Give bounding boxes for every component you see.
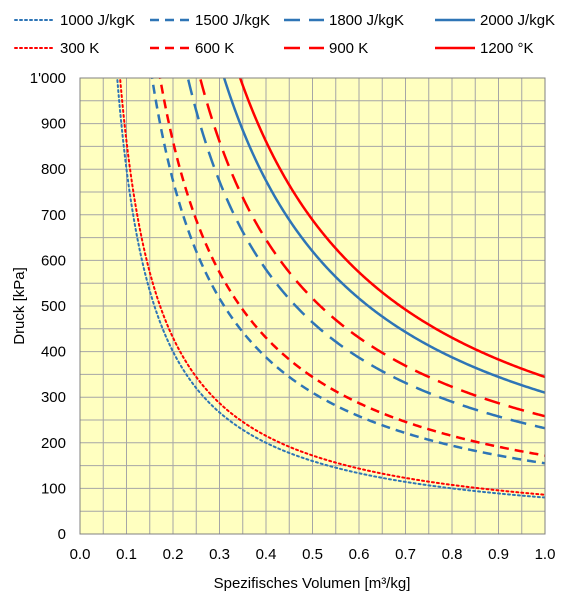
x-tick-label: 0.1 [116, 546, 137, 563]
y-tick-label: 600 [41, 252, 66, 269]
x-tick-label: 0.5 [302, 546, 323, 563]
x-tick-label: 0.0 [70, 546, 91, 563]
x-tick-label: 0.6 [349, 546, 370, 563]
legend-entry: 1000 J/kgK [14, 12, 135, 29]
y-tick-labels: 0 100 200 300 400 500 600 700 800 900 1'000 [30, 70, 66, 543]
y-tick-label: 300 [41, 389, 66, 406]
legend-label: 1800 J/kgK [329, 12, 404, 29]
y-tick-label: 1'000 [30, 70, 66, 87]
legend-entry: 1200 °K [435, 40, 534, 57]
legend-label: 1000 J/kgK [60, 12, 135, 29]
y-tick-label: 800 [41, 161, 66, 178]
x-tick-label: 0.8 [442, 546, 463, 563]
legend-label: 1200 °K [480, 40, 534, 57]
series-line-4 [119, 78, 545, 496]
legend-label: 300 K [60, 40, 99, 57]
legend-entry: 300 K [14, 40, 99, 57]
series-line-1 [150, 78, 545, 465]
series-line-5 [158, 78, 545, 457]
plot-frame [79, 77, 546, 535]
series-line-7 [238, 78, 545, 379]
y-axis-label: Druck [kPa] [11, 267, 28, 345]
series-line-0 [116, 78, 545, 499]
series-layer [116, 78, 545, 499]
y-tick-label: 0 [58, 526, 66, 543]
x-tick-label: 0.9 [488, 546, 509, 563]
x-tick-label: 0.4 [256, 546, 277, 563]
legend-entry: 1800 J/kgK [284, 12, 404, 29]
x-axis-label: Spezifisches Volumen [m³/kg] [214, 575, 411, 592]
series-line-6 [198, 78, 545, 418]
series-line-2 [186, 78, 545, 430]
legend-label: 1500 J/kgK [195, 12, 270, 29]
x-tick-label: 0.3 [209, 546, 230, 563]
legend-entry: 2000 J/kgK [435, 12, 555, 29]
y-tick-label: 700 [41, 207, 66, 224]
legend-label: 2000 J/kgK [480, 12, 555, 29]
grid [79, 77, 546, 535]
legend-label: 600 K [195, 40, 234, 57]
x-tick-labels: 0.0 0.1 0.2 0.3 0.4 0.5 0.6 0.7 0.8 0.9 1.0 [70, 546, 556, 563]
y-tick-label: 500 [41, 298, 66, 315]
y-tick-label: 400 [41, 344, 66, 361]
legend-entry: 900 K [284, 40, 368, 57]
x-tick-label: 1.0 [535, 546, 556, 563]
legend-label: 900 K [329, 40, 368, 57]
y-tick-label: 200 [41, 435, 66, 452]
y-tick-label: 100 [41, 480, 66, 497]
legend-entry: 1500 J/kgK [150, 12, 270, 29]
x-tick-label: 0.2 [163, 546, 184, 563]
x-tick-label: 0.7 [395, 546, 416, 563]
legend-entry: 600 K [150, 40, 234, 57]
series-line-3 [222, 78, 545, 394]
y-tick-label: 900 [41, 116, 66, 133]
legend: 1000 J/kgK 1500 J/kgK 1800 J/kgK 2000 J/kgK… [14, 12, 555, 57]
